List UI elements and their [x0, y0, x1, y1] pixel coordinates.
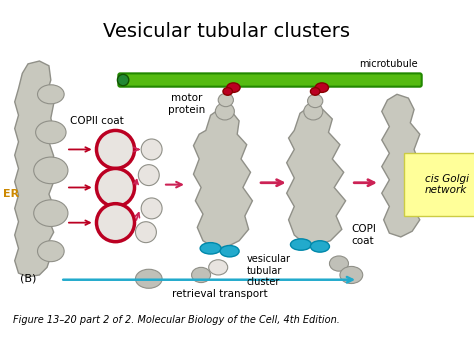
- Ellipse shape: [37, 85, 64, 104]
- Text: (B): (B): [20, 274, 37, 284]
- Ellipse shape: [97, 169, 135, 207]
- Text: Vesicular tubular clusters: Vesicular tubular clusters: [103, 22, 350, 41]
- Text: cis Golgi
network: cis Golgi network: [425, 174, 469, 196]
- Ellipse shape: [215, 103, 234, 120]
- Ellipse shape: [329, 256, 348, 271]
- Ellipse shape: [141, 198, 162, 219]
- Polygon shape: [382, 94, 420, 237]
- Ellipse shape: [36, 121, 66, 144]
- Ellipse shape: [34, 200, 68, 226]
- Ellipse shape: [218, 93, 233, 106]
- Text: microtubule: microtubule: [359, 59, 418, 69]
- Text: vesicular
tubular
cluster: vesicular tubular cluster: [247, 254, 291, 287]
- Ellipse shape: [34, 157, 68, 184]
- Text: motor
protein: motor protein: [168, 93, 205, 115]
- Ellipse shape: [191, 267, 210, 283]
- Ellipse shape: [136, 269, 162, 288]
- Ellipse shape: [97, 204, 135, 242]
- Ellipse shape: [223, 88, 232, 95]
- Ellipse shape: [37, 241, 64, 262]
- Text: retrieval transport: retrieval transport: [172, 289, 268, 299]
- Ellipse shape: [340, 266, 363, 284]
- Ellipse shape: [136, 222, 156, 242]
- Ellipse shape: [310, 88, 320, 95]
- Ellipse shape: [315, 83, 328, 92]
- FancyBboxPatch shape: [118, 73, 422, 87]
- Ellipse shape: [308, 94, 323, 108]
- Ellipse shape: [304, 103, 323, 120]
- Polygon shape: [15, 61, 54, 277]
- Ellipse shape: [200, 242, 221, 254]
- Ellipse shape: [141, 139, 162, 160]
- Text: COPI
coat: COPI coat: [351, 224, 376, 246]
- Text: COPII coat: COPII coat: [70, 116, 123, 126]
- Ellipse shape: [310, 241, 329, 252]
- Ellipse shape: [227, 83, 240, 92]
- Ellipse shape: [220, 246, 239, 257]
- Ellipse shape: [118, 74, 129, 86]
- Text: Figure 13–20 part 2 of 2. Molecular Biology of the Cell, 4th Edition.: Figure 13–20 part 2 of 2. Molecular Biol…: [13, 315, 340, 325]
- Polygon shape: [193, 109, 253, 248]
- Ellipse shape: [97, 130, 135, 169]
- Ellipse shape: [138, 165, 159, 186]
- Text: ER: ER: [3, 189, 19, 199]
- Ellipse shape: [209, 260, 228, 275]
- Polygon shape: [287, 106, 346, 245]
- Ellipse shape: [291, 239, 311, 250]
